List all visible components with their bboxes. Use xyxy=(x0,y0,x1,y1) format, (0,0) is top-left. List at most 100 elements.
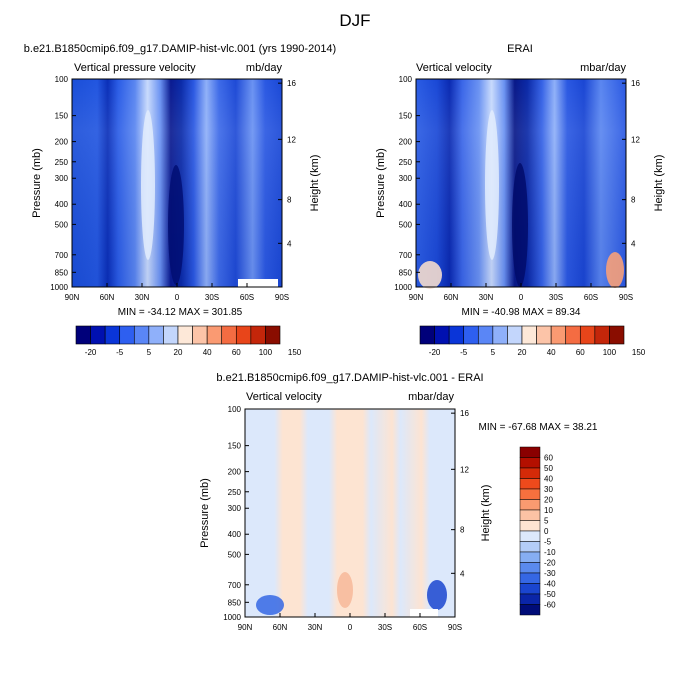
colorbar-label: -10 xyxy=(544,548,556,557)
y-tick-label: 700 xyxy=(399,251,413,260)
colorbar-label: 0 xyxy=(544,527,549,536)
panel-diff-subtitle-right: mbar/day xyxy=(408,391,454,403)
colorbar-label: 100 xyxy=(259,348,273,357)
colorbar-box xyxy=(521,325,537,345)
colorbar-box xyxy=(133,325,150,345)
x-tick-label: 30N xyxy=(308,623,323,632)
panel-obs-near-surface-high xyxy=(606,252,624,288)
y-tick-label: 200 xyxy=(399,138,413,147)
colorbar-box xyxy=(579,325,596,345)
panel-model-subtitle-left: Vertical pressure velocity xyxy=(74,62,196,74)
colorbar-box xyxy=(119,325,135,345)
y-right-tick-label: 12 xyxy=(631,135,640,144)
y-right-tick-label: 12 xyxy=(460,465,469,474)
y-tick-label: 300 xyxy=(228,504,242,513)
colorbar-box xyxy=(163,325,179,345)
panel-model-y-ticks: 100 150 200 250 300 400 500 700 850 1000 xyxy=(50,75,76,292)
colorbar-box xyxy=(519,520,541,532)
colorbar-box xyxy=(492,325,508,345)
colorbar-box xyxy=(221,325,237,345)
colorbar-box xyxy=(519,488,541,500)
colorbar-label: -40 xyxy=(544,580,556,589)
y-right-tick-label: 12 xyxy=(287,135,296,144)
panel-obs-x-ticks: 90N 60N 30N 0 30S 60S 90S xyxy=(409,283,633,302)
panel-model-core-light xyxy=(141,110,155,260)
y-tick-label: 500 xyxy=(399,220,413,229)
panel-obs-y-ticks-right: 16 12 8 4 xyxy=(622,79,640,248)
x-tick-label: 90N xyxy=(409,293,424,302)
panel-diff-surface-negative-north xyxy=(256,595,284,615)
colorbar-label: -30 xyxy=(544,569,556,578)
colorbar-box xyxy=(519,509,541,521)
colorbar-label: 5 xyxy=(147,348,152,357)
panel-obs-subtitle-right: mbar/day xyxy=(580,62,626,74)
colorbar-box xyxy=(519,604,541,616)
x-tick-label: 0 xyxy=(175,293,180,302)
y-tick-label: 700 xyxy=(228,581,242,590)
panel-model-title: b.e21.B1850cmip6.f09_g17.DAMIP-hist-vlc.… xyxy=(24,43,336,55)
y-tick-label: 300 xyxy=(399,174,413,183)
x-tick-label: 90S xyxy=(275,293,289,302)
colorbar-box xyxy=(565,325,581,345)
colorbar-box xyxy=(104,325,121,345)
x-tick-label: 90N xyxy=(65,293,80,302)
panel-obs-ylabel: Pressure (mb) xyxy=(375,148,387,218)
panel-model-subtitle-right: mb/day xyxy=(246,62,283,74)
x-tick-label: 30S xyxy=(378,623,392,632)
colorbar-box xyxy=(519,593,541,605)
colorbar-box xyxy=(594,325,610,345)
panel-diff-y-ticks: 100 150 200 250 300 400 500 700 850 1000 xyxy=(223,405,249,622)
y-tick-label: 500 xyxy=(55,220,69,229)
panel-diff-stats: MIN = -67.68 MAX = 38.21 xyxy=(479,422,598,433)
x-tick-label: 90N xyxy=(238,623,253,632)
x-tick-label: 30N xyxy=(479,293,494,302)
x-tick-label: 0 xyxy=(519,293,524,302)
colorbar-label: -60 xyxy=(544,601,556,610)
panel-diff-x-ticks: 90N 60N 30N 0 30S 60S 90S xyxy=(238,613,462,632)
colorbar-label: 150 xyxy=(632,348,646,357)
colorbar-label: 100 xyxy=(603,348,617,357)
panel-model-x-ticks: 90N 60N 30N 0 30S 60S 90S xyxy=(65,283,289,302)
panel-obs-stats: MIN = -40.98 MAX = 89.34 xyxy=(462,307,581,318)
colorbar-label: -20 xyxy=(85,348,97,357)
panel-diff-title: b.e21.B1850cmip6.f09_g17.DAMIP-hist-vlc.… xyxy=(216,372,483,384)
colorbar-box xyxy=(250,325,266,345)
panel-diff: b.e21.B1850cmip6.f09_g17.DAMIP-hist-vlc.… xyxy=(199,372,598,632)
panel-model-stats: MIN = -34.12 MAX = 301.85 xyxy=(118,307,243,318)
colorbar-label: 5 xyxy=(544,517,549,526)
colorbar-label: -5 xyxy=(460,348,468,357)
colorbar-box xyxy=(519,562,541,574)
colorbar-box xyxy=(519,478,541,490)
panel-diff-surface-positive xyxy=(337,572,353,608)
panel-obs-core-dark xyxy=(512,163,528,287)
colorbar-label: -5 xyxy=(544,538,552,547)
colorbar-label: -20 xyxy=(544,559,556,568)
colorbar-box xyxy=(519,457,541,469)
colorbar-box xyxy=(192,325,208,345)
panel-diff-masked-land xyxy=(410,609,438,617)
colorbar-box xyxy=(235,325,252,345)
y-tick-label: 400 xyxy=(399,200,413,209)
colorbar-label: -50 xyxy=(544,590,556,599)
colorbar-label: 20 xyxy=(518,348,527,357)
colorbar-label: 10 xyxy=(544,506,553,515)
y-tick-label: 850 xyxy=(55,268,69,277)
x-tick-label: 60N xyxy=(273,623,288,632)
y-right-tick-label: 8 xyxy=(631,196,636,205)
x-tick-label: 30S xyxy=(549,293,563,302)
y-tick-label: 500 xyxy=(228,550,242,559)
x-tick-label: 60S xyxy=(240,293,254,302)
colorbar-box xyxy=(434,325,450,345)
panel-obs-colorbar: -20 -5 5 20 40 60 100 150 xyxy=(419,325,646,357)
panel-obs: ERAI Vertical velocity mbar/day 100 150 20… xyxy=(375,43,665,357)
colorbar-label: 5 xyxy=(491,348,496,357)
panel-diff-subtitle-left: Vertical velocity xyxy=(246,391,322,403)
colorbar-label: 40 xyxy=(544,475,553,484)
colorbar-box xyxy=(265,325,281,345)
y-tick-label: 400 xyxy=(55,200,69,209)
y-right-tick-label: 16 xyxy=(631,79,640,88)
x-tick-label: 90S xyxy=(448,623,462,632)
y-tick-label: 400 xyxy=(228,530,242,539)
y-tick-label: 850 xyxy=(399,268,413,277)
